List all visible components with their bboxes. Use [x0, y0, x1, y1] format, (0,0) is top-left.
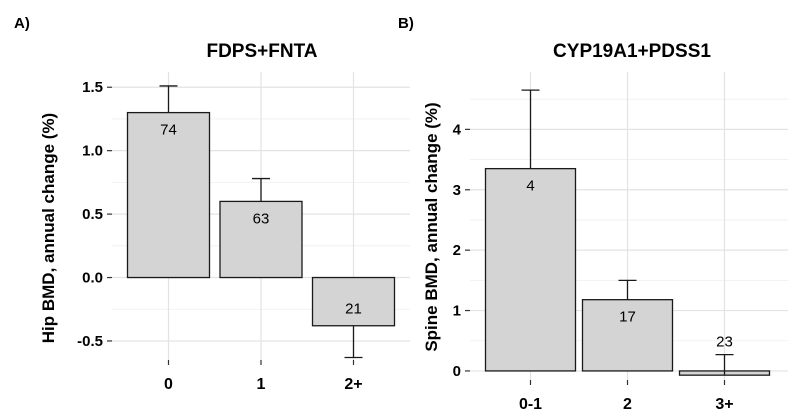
data-labels: 74 63 21 — [160, 122, 362, 318]
y-ticks: -0.5 0.0 0.5 1.0 1.5 — [77, 79, 112, 350]
panel-a: A) FDPS+FNTA Hip BMD, annual change (%) … — [14, 15, 410, 393]
y-tick-label: 0.5 — [82, 206, 103, 223]
y-tick-label: 2 — [453, 242, 461, 259]
y-axis-label: Hip BMD, annual change (%) — [39, 113, 58, 343]
error-bars — [159, 85, 363, 359]
data-labels: 4 17 23 — [526, 178, 733, 351]
panel-label: B) — [398, 15, 414, 32]
data-label: 23 — [716, 334, 733, 351]
bar-2 — [581, 299, 674, 372]
data-label: 21 — [345, 301, 362, 318]
data-label: 63 — [253, 210, 270, 227]
y-tick-label: 1.0 — [82, 143, 103, 160]
y-tick-label: 0 — [453, 363, 461, 380]
x-tick-label: 2 — [623, 396, 632, 413]
data-label: 4 — [526, 178, 534, 195]
bars — [484, 167, 771, 376]
chart-title: FDPS+FNTA — [206, 41, 317, 62]
y-tick-label: 4 — [453, 121, 462, 138]
x-ticks: 0-1 2 3+ — [519, 380, 734, 413]
y-tick-label: 3 — [453, 182, 461, 199]
panel-b: B) CYP19A1+PDSS1 Spine BMD, annual chang… — [398, 15, 788, 413]
x-tick-label: 3+ — [715, 396, 733, 413]
bars — [126, 111, 396, 327]
x-tick-label: 0 — [164, 376, 173, 393]
y-axis-label: Spine BMD, annual change (%) — [422, 102, 441, 351]
y-tick-label: 1.5 — [82, 79, 103, 96]
error-bars — [521, 89, 734, 376]
y-ticks: 0 1 2 3 4 — [453, 121, 470, 380]
bar-0-1 — [484, 167, 577, 372]
x-tick-label: 2+ — [344, 376, 362, 393]
panel-label: A) — [14, 15, 30, 32]
x-ticks: 0 1 2+ — [164, 360, 363, 393]
data-label: 74 — [160, 122, 177, 139]
y-tick-label: -0.5 — [77, 333, 103, 350]
data-label: 17 — [619, 309, 636, 326]
chart-title: CYP19A1+PDSS1 — [553, 41, 711, 62]
x-tick-label: 1 — [257, 376, 266, 393]
bar-0 — [126, 111, 211, 279]
y-tick-label: 1 — [453, 303, 461, 320]
x-tick-label: 0-1 — [519, 396, 542, 413]
y-tick-label: 0.0 — [82, 270, 103, 287]
